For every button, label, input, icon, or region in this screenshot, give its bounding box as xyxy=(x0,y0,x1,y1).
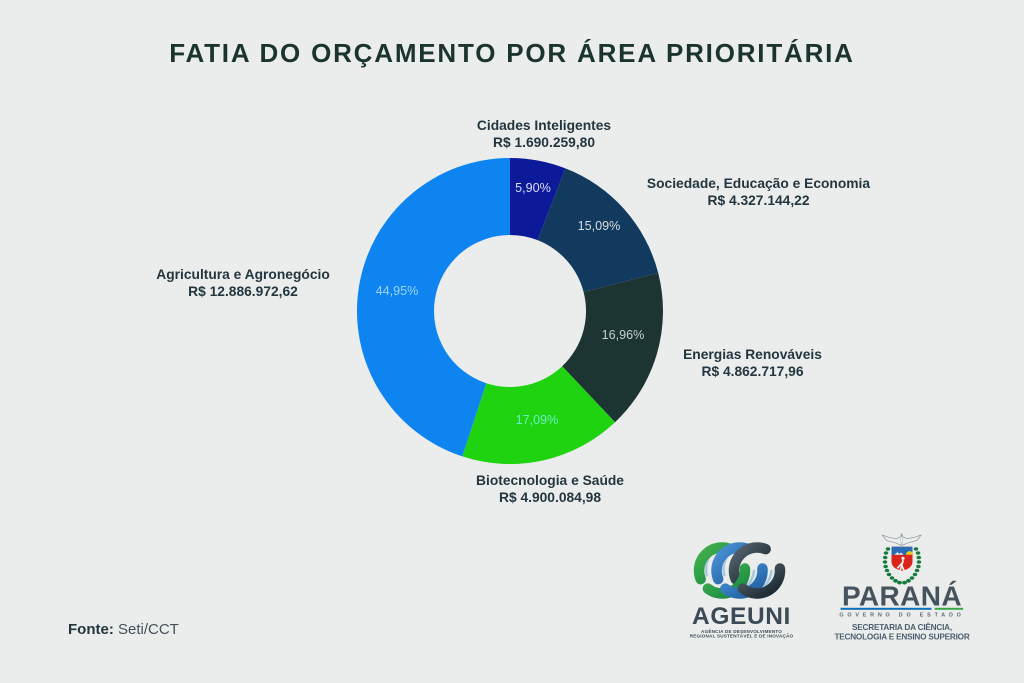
svg-text:TECNOLOGIA E ENSINO SUPERIOR: TECNOLOGIA E ENSINO SUPERIOR xyxy=(834,633,969,642)
svg-text:AGEUNI: AGEUNI xyxy=(692,603,791,630)
svg-text:AGÊNCIA DE DESENVOLVIMENTO: AGÊNCIA DE DESENVOLVIMENTO xyxy=(701,627,782,634)
svg-text:PARANÁ: PARANÁ xyxy=(842,581,962,612)
svg-text:GOVERNO DO ESTADO: GOVERNO DO ESTADO xyxy=(839,613,964,619)
svg-text:SECRETARIA DA CIÊNCIA,: SECRETARIA DA CIÊNCIA, xyxy=(852,621,952,632)
svg-text:REGIONAL SUSTENTÁVEL E DE INOV: REGIONAL SUSTENTÁVEL E DE INOVAÇÃO xyxy=(690,633,794,639)
